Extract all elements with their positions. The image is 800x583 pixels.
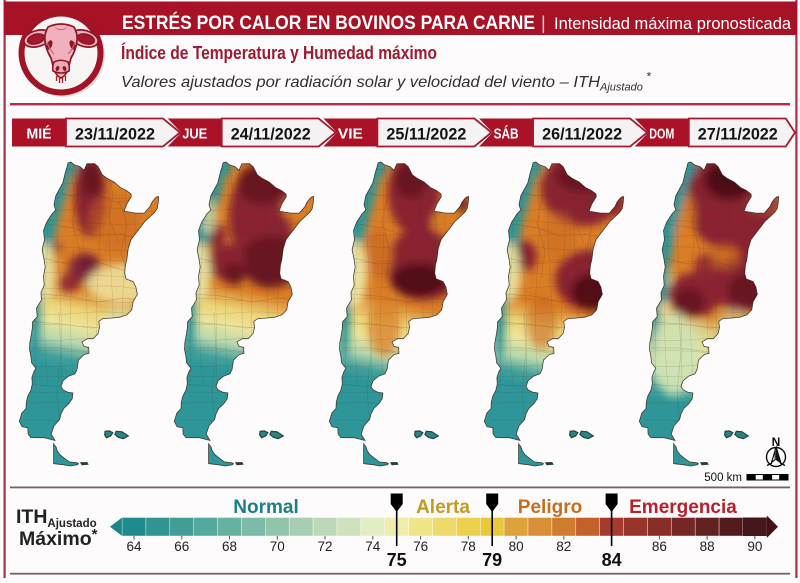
svg-text:86: 86	[652, 539, 667, 554]
svg-text:VIE: VIE	[338, 126, 363, 143]
svg-text:DOM: DOM	[649, 126, 674, 143]
svg-text:68: 68	[222, 539, 237, 554]
svg-text:26/11/2022: 26/11/2022	[542, 125, 622, 144]
svg-text:75: 75	[387, 550, 407, 570]
svg-text:500 km: 500 km	[704, 472, 742, 484]
svg-text:64: 64	[126, 539, 142, 554]
svg-text:90: 90	[747, 539, 762, 554]
svg-text:Máximo*: Máximo*	[19, 526, 98, 550]
svg-text:66: 66	[174, 539, 189, 554]
svg-text:74: 74	[365, 539, 381, 554]
svg-text:MIÉ: MIÉ	[27, 126, 52, 143]
svg-text:88: 88	[700, 539, 715, 554]
svg-text:80: 80	[509, 539, 524, 554]
svg-text:Peligro: Peligro	[518, 497, 582, 518]
svg-text:78: 78	[461, 539, 476, 554]
svg-text:79: 79	[482, 550, 502, 570]
svg-text:JUE: JUE	[182, 126, 207, 143]
svg-text:SÁB: SÁB	[494, 126, 519, 143]
svg-text:72: 72	[317, 539, 332, 554]
svg-text:Intensidad máxima pronosticada: Intensidad máxima pronosticada	[554, 14, 792, 33]
svg-text:27/11/2022: 27/11/2022	[698, 125, 778, 144]
svg-text:25/11/2022: 25/11/2022	[386, 125, 466, 144]
svg-text:82: 82	[556, 539, 571, 554]
svg-text:Emergencia: Emergencia	[629, 497, 737, 518]
svg-text:24/11/2022: 24/11/2022	[231, 125, 311, 144]
svg-text:ESTRÉS POR CALOR EN BOVINOS PA: ESTRÉS POR CALOR EN BOVINOS PARA CARNE	[122, 12, 535, 34]
svg-text:Valores ajustados por radiació: Valores ajustados por radiación solar y …	[121, 70, 651, 94]
svg-text:Normal: Normal	[233, 497, 298, 518]
svg-text:76: 76	[413, 539, 428, 554]
svg-text:84: 84	[602, 550, 622, 570]
svg-text:70: 70	[270, 539, 285, 554]
svg-text:23/11/2022: 23/11/2022	[75, 125, 155, 144]
svg-text:Alerta: Alerta	[416, 497, 470, 518]
svg-text:N: N	[772, 435, 781, 449]
svg-text:|: |	[541, 13, 546, 33]
svg-text:Índice de Temperatura y Humeda: Índice de Temperatura y Humedad máximo	[121, 42, 437, 63]
